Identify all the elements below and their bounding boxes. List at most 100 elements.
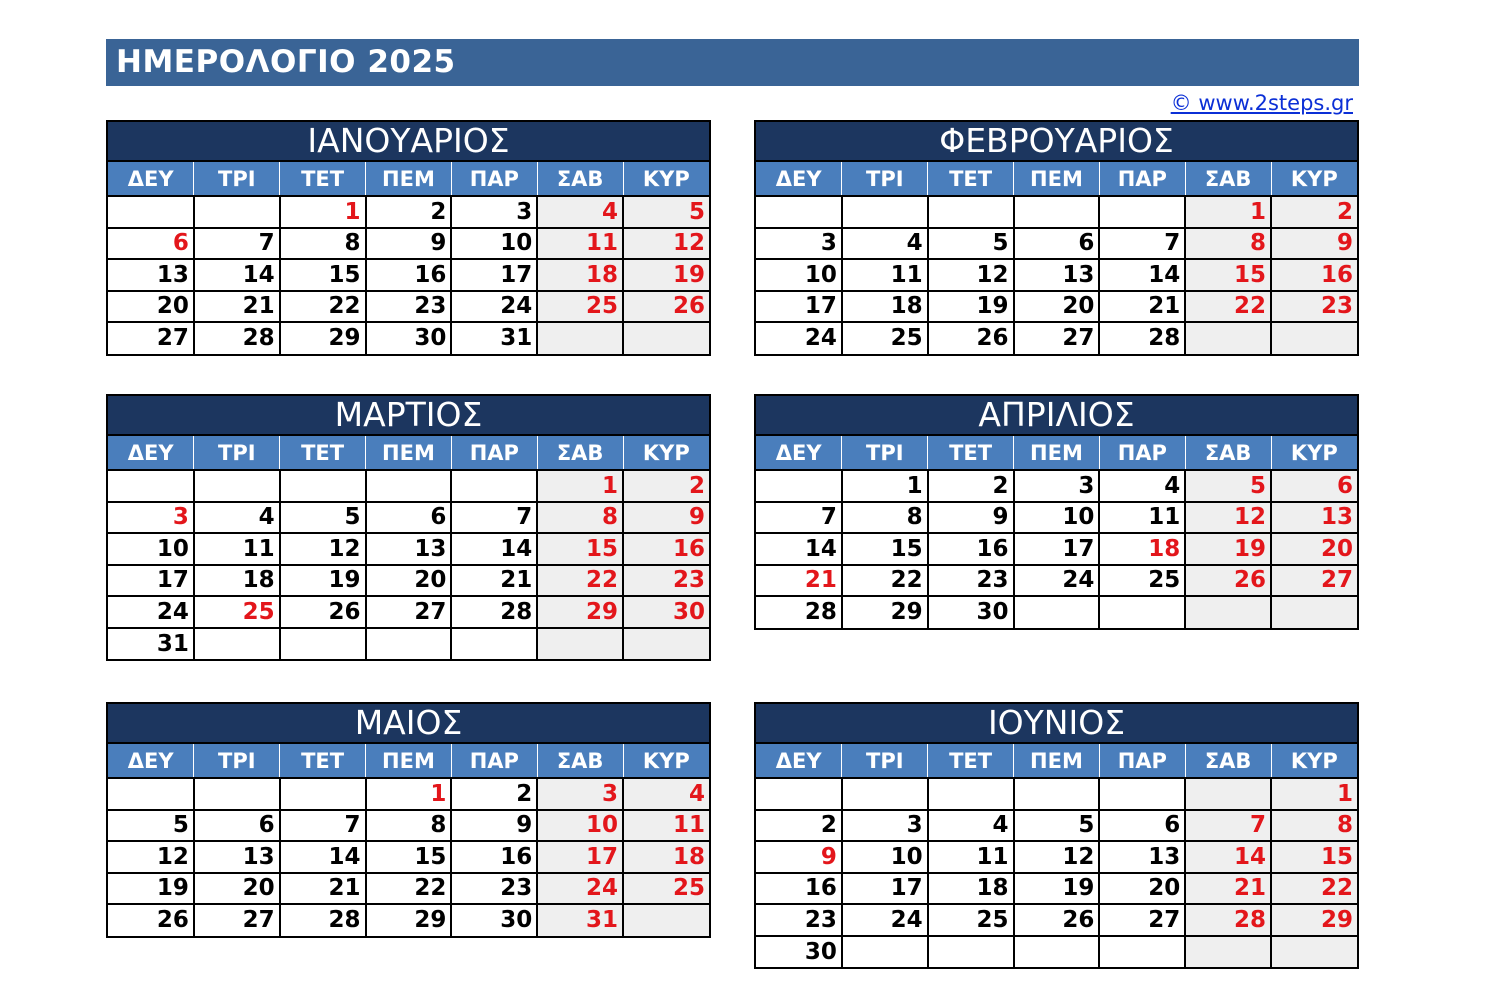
day-cell: 25 — [193, 595, 281, 628]
empty-cell — [1185, 777, 1273, 810]
day-cell: 2 — [1271, 195, 1357, 228]
day-cell: 17 — [841, 871, 929, 904]
empty-cell — [1013, 934, 1101, 967]
day-cell: 12 — [1185, 500, 1273, 533]
weekday-header: ΚΥΡ — [623, 744, 709, 778]
day-cell: 23 — [365, 289, 453, 322]
day-cell: 10 — [537, 808, 625, 841]
week-row: 10 11 12 13 14 15 16 — [756, 258, 1357, 291]
weekday-header: ΠΑΡ — [1099, 436, 1186, 470]
weekday-header: ΣΑΒ — [1185, 436, 1272, 470]
week-row: 17 18 19 20 21 22 23 — [756, 289, 1357, 322]
day-cell: 28 — [1099, 321, 1187, 354]
day-cell: 4 — [193, 500, 281, 533]
week-row: 31 — [108, 626, 709, 659]
day-cell: 3 — [841, 808, 929, 841]
day-cell: 16 — [451, 840, 539, 873]
day-cell: 30 — [756, 934, 843, 967]
day-cell: 17 — [108, 563, 195, 596]
day-cell: 10 — [108, 532, 195, 565]
week-row: 5 6 7 8 9 10 11 — [108, 808, 709, 841]
day-cell: 8 — [1271, 808, 1357, 841]
empty-cell — [1185, 595, 1273, 628]
day-cell: 11 — [537, 226, 625, 259]
day-cell: 27 — [193, 903, 281, 936]
day-cell: 8 — [537, 500, 625, 533]
day-cell: 7 — [193, 226, 281, 259]
weekday-header: ΠΑΡ — [1099, 744, 1186, 778]
weekday-header: ΠΑΡ — [451, 162, 538, 196]
week-row: 13 14 15 16 17 18 19 — [108, 258, 709, 291]
week-row: 1 — [756, 777, 1357, 810]
weekday-header: ΚΥΡ — [1271, 436, 1357, 470]
day-cell: 27 — [1013, 321, 1101, 354]
weekday-header: ΤΡΙ — [193, 744, 281, 778]
weekday-header: ΠΕΜ — [1013, 744, 1100, 778]
day-cell: 6 — [365, 500, 453, 533]
day-cell: 29 — [1271, 903, 1357, 936]
day-cell: 21 — [279, 871, 367, 904]
day-cell: 20 — [365, 563, 453, 596]
day-cell: 27 — [1099, 903, 1187, 936]
empty-cell — [1271, 934, 1357, 967]
day-cell: 22 — [841, 563, 929, 596]
day-cell: 18 — [841, 289, 929, 322]
empty-cell — [756, 777, 843, 810]
empty-cell — [927, 195, 1015, 228]
month-calendar-may: ΜΑΙΟΣ ΔΕΥ ΤΡΙ ΤΕΤ ΠΕΜ ΠΑΡ ΣΑΒ ΚΥΡ 1 2 3 4 5 6 7 8 9 10 11 1… — [106, 702, 711, 938]
empty-cell — [279, 626, 367, 659]
day-cell: 27 — [365, 595, 453, 628]
weekday-header: ΠΕΜ — [365, 744, 452, 778]
day-cell: 22 — [1185, 289, 1273, 322]
days-grid: ΔΕΥ ΤΡΙ ΤΕΤ ΠΕΜ ΠΑΡ ΣΑΒ ΚΥΡ 1 2 3 4 5 6 7 8 9 10 11 12 13 14… — [108, 436, 709, 659]
day-cell: 16 — [365, 258, 453, 291]
month-name: ΦΕΒΡΟΥΑΡΙΟΣ — [756, 122, 1357, 162]
day-cell: 31 — [537, 903, 625, 936]
day-cell: 26 — [108, 903, 195, 936]
day-cell: 15 — [1185, 258, 1273, 291]
day-cell: 15 — [1271, 840, 1357, 873]
day-cell: 23 — [623, 563, 709, 596]
weekday-header: ΤΕΤ — [927, 162, 1015, 196]
day-cell: 4 — [623, 777, 709, 810]
day-cell: 25 — [537, 289, 625, 322]
day-cell: 28 — [193, 321, 281, 354]
day-cell: 1 — [365, 777, 453, 810]
day-cell: 13 — [108, 258, 195, 291]
weekday-header: ΠΑΡ — [1099, 162, 1186, 196]
day-cell: 15 — [537, 532, 625, 565]
day-cell: 30 — [623, 595, 709, 628]
weekday-header: ΣΑΒ — [537, 162, 624, 196]
day-cell: 23 — [1271, 289, 1357, 322]
month-calendar-february: ΦΕΒΡΟΥΑΡΙΟΣ ΔΕΥ ΤΡΙ ΤΕΤ ΠΕΜ ΠΑΡ ΣΑΒ ΚΥΡ 1 2 3 4 5 6 7 8… — [754, 120, 1359, 356]
day-cell: 20 — [1099, 871, 1187, 904]
day-cell: 2 — [365, 195, 453, 228]
empty-cell — [623, 903, 709, 936]
day-cell: 13 — [1099, 840, 1187, 873]
month-calendar-april: ΑΠΡΙΛΙΟΣ ΔΕΥ ΤΡΙ ΤΕΤ ΠΕΜ ΠΑΡ ΣΑΒ ΚΥΡ 1 2 3 4 5 6 7 8 9 10… — [754, 394, 1359, 630]
day-cell: 20 — [108, 289, 195, 322]
weekday-header: ΚΥΡ — [623, 162, 709, 196]
week-row: 7 8 9 10 11 12 13 — [756, 500, 1357, 533]
day-cell: 26 — [1013, 903, 1101, 936]
day-cell: 19 — [1185, 532, 1273, 565]
week-row: 9 10 11 12 13 14 15 — [756, 840, 1357, 873]
day-cell: 12 — [1013, 840, 1101, 873]
day-cell: 13 — [365, 532, 453, 565]
empty-cell — [193, 469, 281, 502]
day-cell: 15 — [365, 840, 453, 873]
day-cell: 30 — [365, 321, 453, 354]
day-cell: 5 — [108, 808, 195, 841]
empty-cell — [1099, 934, 1187, 967]
day-cell: 5 — [1013, 808, 1101, 841]
weekday-header: ΠΕΜ — [365, 162, 452, 196]
day-cell: 16 — [756, 871, 843, 904]
day-cell: 9 — [451, 808, 539, 841]
day-cell: 29 — [365, 903, 453, 936]
empty-cell — [756, 469, 843, 502]
day-cell: 20 — [1271, 532, 1357, 565]
days-grid: ΔΕΥ ΤΡΙ ΤΕΤ ΠΕΜ ΠΑΡ ΣΑΒ ΚΥΡ 1 2 3 4 5 6 7 8 9 10 11 12 13 14… — [756, 162, 1357, 354]
copyright-link[interactable]: © www.2steps.gr — [1170, 91, 1353, 115]
empty-cell — [927, 777, 1015, 810]
